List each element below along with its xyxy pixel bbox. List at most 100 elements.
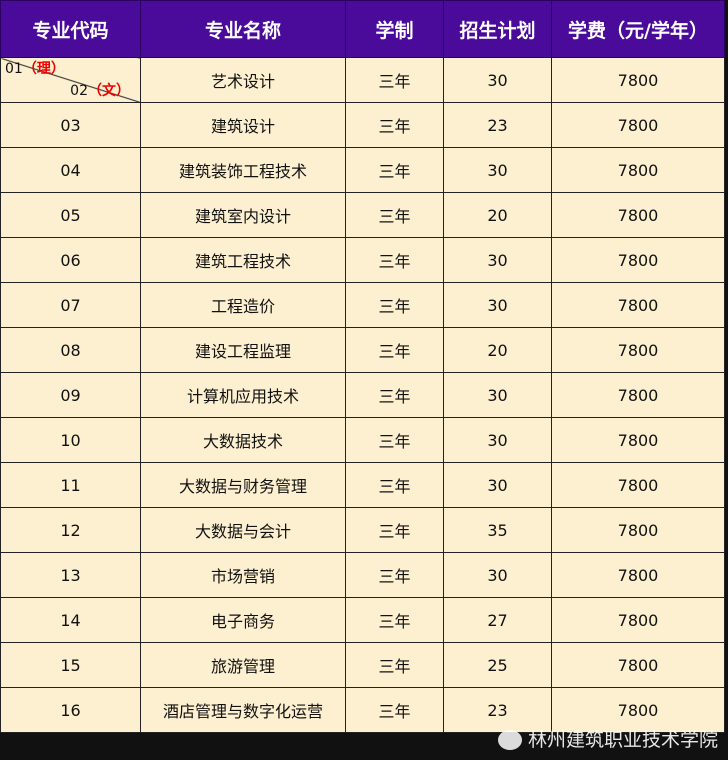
cell-duration: 三年 [345, 372, 444, 418]
wechat-icon [497, 730, 522, 750]
cell-code: 10 [0, 417, 141, 463]
cell-plan: 20 [443, 327, 552, 373]
watermark-text: 林州建筑职业技术学院 [527, 729, 718, 751]
cell-name: 酒店管理与数字化运营 [140, 687, 346, 733]
cell-name: 工程造价 [140, 282, 346, 328]
cell-duration: 三年 [345, 282, 444, 328]
cell-duration: 三年 [345, 507, 444, 553]
table-row: 16 酒店管理与数字化运营 三年 23 7800 [0, 687, 725, 733]
cell-plan: 30 [443, 57, 552, 103]
cell-name: 大数据技术 [140, 417, 346, 463]
cell-duration: 三年 [345, 192, 444, 238]
cell-fee: 7800 [551, 57, 725, 103]
code-science: 01（理） [5, 61, 65, 77]
diagonal-code-cell: 01（理） 02（文） [0, 57, 141, 103]
cell-fee: 7800 [551, 147, 725, 193]
cell-name: 市场营销 [140, 552, 346, 598]
cell-name: 建筑设计 [140, 102, 346, 148]
table-row: 11 大数据与财务管理 三年 30 7800 [0, 462, 725, 508]
table-row: 13 市场营销 三年 30 7800 [0, 552, 725, 598]
cell-fee: 7800 [551, 237, 725, 283]
cell-plan: 35 [443, 507, 552, 553]
cell-name: 大数据与财务管理 [140, 462, 346, 508]
code-top: 01 [5, 61, 23, 77]
cell-name: 大数据与会计 [140, 507, 346, 553]
cell-name: 建设工程监理 [140, 327, 346, 373]
cell-fee: 7800 [551, 507, 725, 553]
cell-name: 建筑室内设计 [140, 192, 346, 238]
cell-duration: 三年 [345, 147, 444, 193]
cell-code: 04 [0, 147, 141, 193]
table-row: 04 建筑装饰工程技术 三年 30 7800 [0, 147, 725, 193]
cell-code: 15 [0, 642, 141, 688]
cell-code: 07 [0, 282, 141, 328]
cell-name: 旅游管理 [140, 642, 346, 688]
cell-plan: 30 [443, 147, 552, 193]
cell-fee: 7800 [551, 417, 725, 463]
cell-fee: 7800 [551, 687, 725, 733]
header-code: 专业代码 [0, 0, 141, 58]
table-row: 03 建筑设计 三年 23 7800 [0, 102, 725, 148]
cell-code: 05 [0, 192, 141, 238]
watermark: 林州建筑职业技术学院 [497, 728, 718, 752]
cell-duration: 三年 [345, 327, 444, 373]
header-name: 专业名称 [140, 0, 346, 58]
cell-fee: 7800 [551, 597, 725, 643]
cell-code: 08 [0, 327, 141, 373]
table-row: 14 电子商务 三年 27 7800 [0, 597, 725, 643]
cell-fee: 7800 [551, 372, 725, 418]
cell-duration: 三年 [345, 642, 444, 688]
table-row: 09 计算机应用技术 三年 30 7800 [0, 372, 725, 418]
cell-fee: 7800 [551, 192, 725, 238]
cell-duration: 三年 [345, 237, 444, 283]
header-row: 专业代码 专业名称 学制 招生计划 学费（元/学年） [0, 0, 725, 58]
cell-plan: 30 [443, 417, 552, 463]
cell-plan: 25 [443, 642, 552, 688]
table-row: 05 建筑室内设计 三年 20 7800 [0, 192, 725, 238]
cell-duration: 三年 [345, 597, 444, 643]
code-top-tag: （理） [22, 61, 65, 77]
enrollment-table: 专业代码 专业名称 学制 招生计划 学费（元/学年） 01（理） 02（文） 艺… [0, 0, 725, 733]
cell-plan: 30 [443, 237, 552, 283]
table-row: 08 建设工程监理 三年 20 7800 [0, 327, 725, 373]
cell-code: 16 [0, 687, 141, 733]
table-row: 07 工程造价 三年 30 7800 [0, 282, 725, 328]
cell-fee: 7800 [551, 462, 725, 508]
cell-code: 12 [0, 507, 141, 553]
table-row: 01（理） 02（文） 艺术设计 三年 30 7800 [0, 57, 725, 103]
cell-plan: 30 [443, 372, 552, 418]
cell-plan: 30 [443, 552, 552, 598]
cell-name: 艺术设计 [140, 57, 346, 103]
header-fee: 学费（元/学年） [551, 0, 725, 58]
cell-code: 13 [0, 552, 141, 598]
cell-duration: 三年 [345, 102, 444, 148]
code-bottom-tag: （文） [88, 83, 130, 99]
cell-plan: 27 [443, 597, 552, 643]
cell-name: 电子商务 [140, 597, 346, 643]
cell-code: 11 [0, 462, 141, 508]
cell-plan: 30 [443, 282, 552, 328]
code-arts: 02（文） [70, 83, 130, 99]
cell-plan: 23 [443, 687, 552, 733]
cell-duration: 三年 [345, 552, 444, 598]
cell-fee: 7800 [551, 102, 725, 148]
cell-fee: 7800 [551, 282, 725, 328]
header-plan: 招生计划 [443, 0, 552, 58]
table-row: 15 旅游管理 三年 25 7800 [0, 642, 725, 688]
cell-duration: 三年 [345, 417, 444, 463]
table-row: 06 建筑工程技术 三年 30 7800 [0, 237, 725, 283]
header-duration: 学制 [345, 0, 444, 58]
cell-duration: 三年 [345, 687, 444, 733]
cell-code: 06 [0, 237, 141, 283]
cell-fee: 7800 [551, 642, 725, 688]
code-bottom: 02 [70, 83, 88, 99]
cell-name: 建筑装饰工程技术 [140, 147, 346, 193]
table-row: 10 大数据技术 三年 30 7800 [0, 417, 725, 463]
cell-fee: 7800 [551, 327, 725, 373]
cell-code: 14 [0, 597, 141, 643]
cell-code: 09 [0, 372, 141, 418]
cell-name: 建筑工程技术 [140, 237, 346, 283]
cell-plan: 23 [443, 102, 552, 148]
table-row: 12 大数据与会计 三年 35 7800 [0, 507, 725, 553]
cell-plan: 20 [443, 192, 552, 238]
